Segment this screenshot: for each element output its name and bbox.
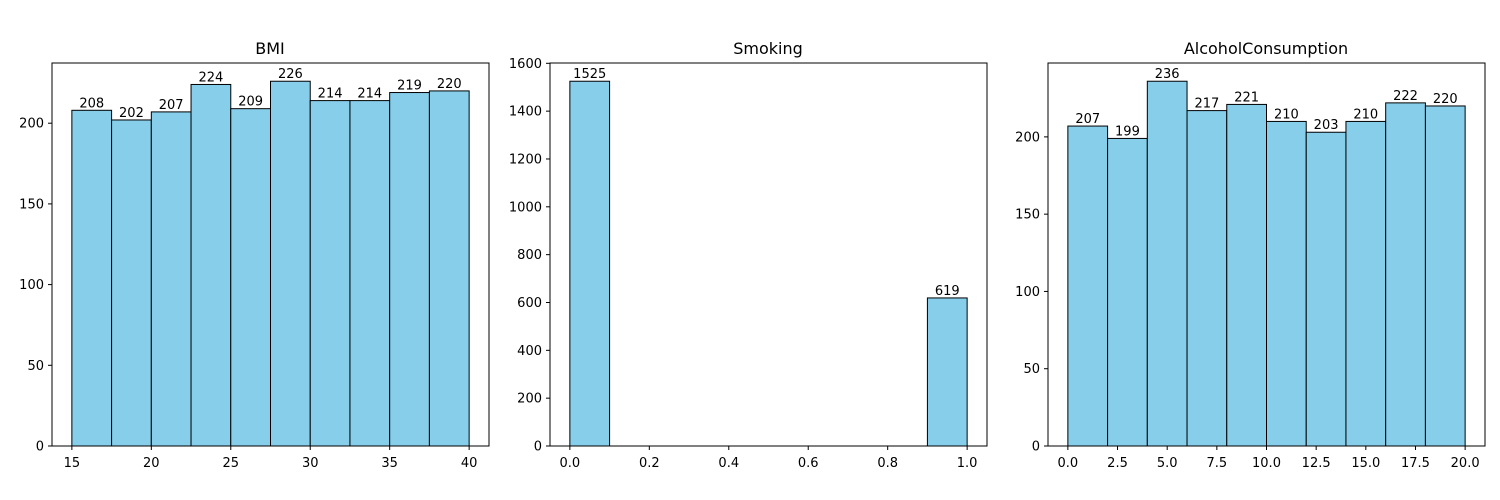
chart-bmi: BMI 208 202 207 224 209 226 214 214 219 220 15 20 25… — [19, 39, 490, 471]
x-tick-label: 0.8 — [877, 456, 898, 471]
y-tick-label: 150 — [1015, 208, 1040, 223]
x-tick-label: 10.0 — [1252, 456, 1281, 471]
x-tick-label: 15 — [64, 456, 81, 471]
y-tick-label: 0 — [534, 440, 542, 455]
bar-value-label: 199 — [1115, 124, 1140, 139]
bar-value-label: 619 — [935, 284, 960, 299]
y-tick-label: 200 — [517, 392, 542, 407]
bar — [111, 119, 152, 447]
x-tick-label: 1.0 — [957, 456, 978, 471]
bar-value-label: 207 — [159, 98, 184, 113]
bar-value-label: 210 — [1353, 107, 1378, 122]
bar — [1067, 125, 1109, 447]
x-tick-label: 7.5 — [1206, 456, 1227, 471]
x-tick-label: 0.2 — [639, 456, 660, 471]
bar — [270, 80, 311, 447]
bar-value-label: 207 — [1075, 112, 1100, 127]
bar — [1305, 131, 1347, 447]
bar-value-label: 214 — [318, 87, 343, 102]
chart-title: Smoking — [733, 39, 803, 58]
bar-value-label: 222 — [1393, 89, 1418, 104]
bar-value-label: 208 — [79, 96, 104, 111]
bar — [1107, 137, 1148, 447]
bar-value-label: 214 — [357, 87, 382, 102]
x-tick-label: 20 — [143, 456, 160, 471]
y-tick-label: 0 — [36, 440, 44, 455]
bar — [1424, 105, 1466, 447]
y-tick-label: 200 — [19, 117, 44, 132]
x-tick-label: 15.0 — [1351, 456, 1380, 471]
chart-title: AlcoholConsumption — [1184, 39, 1348, 58]
bar — [349, 100, 391, 447]
bar — [569, 80, 611, 447]
y-tick-label: 1400 — [509, 105, 542, 120]
bar — [150, 111, 192, 447]
axes-frame — [549, 62, 988, 447]
bar — [1226, 103, 1267, 447]
bar — [230, 108, 271, 447]
x-tick-label: 0.0 — [560, 456, 581, 471]
x-tick-label: 5.0 — [1157, 456, 1178, 471]
x-tick-label: 0.0 — [1058, 456, 1079, 471]
chart-alcohol-consumption: AlcoholConsumption 207 199 236 217 221 210 203… — [1015, 39, 1486, 471]
bar-value-label: 220 — [437, 77, 462, 92]
y-tick-label: 1200 — [509, 152, 542, 167]
bar-value-label: 202 — [119, 106, 144, 121]
bar — [926, 297, 968, 447]
bar — [309, 100, 351, 447]
bar-value-label: 220 — [1433, 92, 1458, 107]
y-tick-label: 600 — [517, 296, 542, 311]
bar-value-label: 203 — [1314, 118, 1339, 133]
x-tick-label: 17.5 — [1401, 456, 1430, 471]
bar — [1345, 120, 1387, 447]
bar — [428, 90, 470, 447]
x-tick-label: 25 — [222, 456, 239, 471]
y-tick-label: 50 — [1023, 362, 1040, 377]
bar-value-label: 226 — [278, 67, 303, 82]
bar-value-label: 219 — [397, 79, 422, 94]
y-tick-label: 400 — [517, 344, 542, 359]
bar-value-label: 221 — [1234, 90, 1259, 105]
bar — [1146, 80, 1188, 447]
x-tick-label: 12.5 — [1302, 456, 1331, 471]
bar-value-label: 236 — [1155, 67, 1180, 82]
bar — [1385, 102, 1426, 447]
axes-frame — [51, 62, 490, 447]
bar — [71, 109, 113, 447]
y-tick-label: 1000 — [509, 200, 542, 215]
chart-title: BMI — [255, 39, 285, 58]
bar-value-label: 209 — [238, 95, 263, 110]
y-tick-label: 100 — [19, 278, 44, 293]
bar — [1186, 110, 1228, 447]
bar-value-label: 224 — [198, 70, 223, 85]
y-tick-label: 800 — [517, 248, 542, 263]
x-tick-label: 2.5 — [1107, 456, 1128, 471]
bar-value-label: 210 — [1274, 107, 1299, 122]
bar — [1266, 120, 1307, 447]
x-tick-label: 0.6 — [798, 456, 819, 471]
y-tick-label: 200 — [1015, 130, 1040, 145]
x-tick-label: 35 — [381, 456, 398, 471]
y-tick-label: 100 — [1015, 285, 1040, 300]
bar-value-label: 1525 — [573, 67, 606, 82]
bar-value-label: 217 — [1194, 97, 1219, 112]
y-tick-label: 0 — [1032, 440, 1040, 455]
x-tick-label: 20.0 — [1451, 456, 1480, 471]
chart-smoking: Smoking 1525 619 0.0 0.2 0.4 0.6 0.8 1.0 0 200 400… — [509, 39, 988, 471]
x-tick-label: 40 — [461, 456, 478, 471]
bar — [190, 83, 232, 447]
y-tick-label: 50 — [27, 359, 44, 374]
y-tick-label: 1600 — [509, 57, 542, 72]
x-tick-label: 0.4 — [718, 456, 739, 471]
y-tick-label: 150 — [19, 197, 44, 212]
bar — [389, 92, 430, 447]
x-tick-label: 30 — [302, 456, 319, 471]
